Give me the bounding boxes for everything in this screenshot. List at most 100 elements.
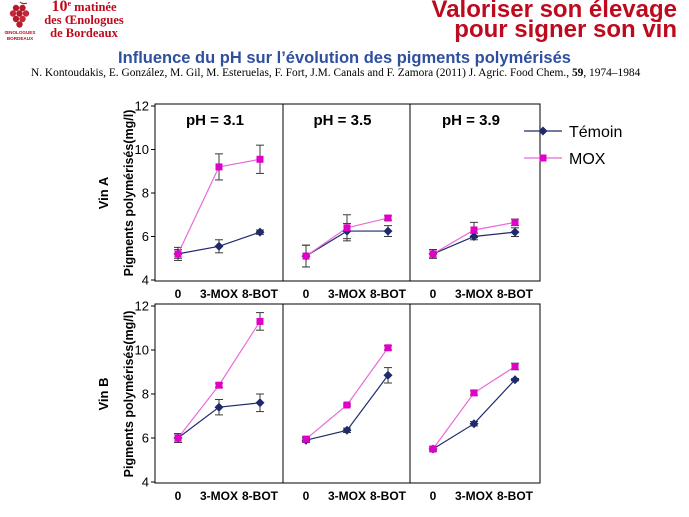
- event-title-line3: de Bordeaux: [50, 25, 118, 40]
- citation: N. Kontoudakis, E. González, M. Gil, M. …: [31, 67, 640, 80]
- x-tick-label: 8-BOT: [497, 489, 534, 503]
- y-tick-label: 8: [142, 186, 149, 201]
- data-point-mox-vin-a-ph-3-1-0: [174, 250, 182, 258]
- panel-frame-vin-b-ph-3-9: [409, 303, 541, 484]
- legend-marker-mox: [539, 154, 547, 162]
- row-label-vin-a: Vin A: [96, 176, 111, 209]
- data-point-temoin-vin-b-ph-3-1-8-bot: [255, 398, 265, 408]
- data-point-mox-vin-b-ph-3-5-8-bot: [384, 344, 392, 352]
- y-tick-label: 10: [135, 343, 149, 358]
- data-point-temoin-vin-b-ph-3-5-8-bot: [383, 370, 393, 380]
- data-point-temoin-vin-b-ph-3-9-3-mox: [469, 419, 479, 429]
- event-ordinal: e: [67, 0, 72, 8]
- event-title-line2: des Œnologues: [44, 12, 124, 27]
- y-axis-label: Pigments polymérisés(mg/l): [122, 311, 136, 478]
- x-tick-label: 0: [430, 489, 437, 503]
- column-header-ph-3-5: pH = 3.5: [314, 112, 372, 129]
- panel-vin-a-ph-3-9: [428, 218, 520, 259]
- row-label-vin-b: Vin B: [96, 378, 111, 411]
- column-header-ph-3-9: pH = 3.9: [442, 112, 500, 129]
- legend-item-mox: MOX: [524, 151, 606, 168]
- data-point-mox-vin-a-ph-3-5-3-mox: [343, 224, 351, 232]
- x-tick-label: 3-MOX: [328, 489, 366, 503]
- citation-volume: 59: [571, 67, 584, 79]
- legend-item-temoin: Témoin: [524, 124, 622, 141]
- legend-marker-temoin: [538, 126, 548, 136]
- data-point-temoin-vin-a-ph-3-9-3-mox: [469, 232, 479, 241]
- citation-pages: , 1974–1984: [583, 67, 641, 79]
- data-point-mox-vin-b-ph-3-1-0: [174, 434, 182, 442]
- x-tick-label: 8-BOT: [370, 287, 407, 301]
- x-tick-label: 3-MOX: [200, 287, 238, 301]
- slide-title: Influence du pH sur l’évolution des pigm…: [118, 49, 571, 67]
- data-point-mox-vin-a-ph-3-9-3-mox: [470, 226, 478, 234]
- data-point-mox-vin-a-ph-3-9-8-bot: [511, 218, 519, 226]
- x-tick-label: 3-MOX: [200, 489, 238, 503]
- data-point-mox-vin-b-ph-3-9-8-bot: [511, 363, 519, 370]
- tagline-line1: Valoriser son élevage: [431, 0, 677, 23]
- citation-authors: N. Kontoudakis, E. González, M. Gil, M. …: [31, 67, 572, 79]
- event-number: 10: [51, 0, 68, 15]
- data-point-mox-vin-a-ph-3-9-0: [429, 250, 437, 258]
- panel-vin-a-ph-3-5: [301, 214, 393, 268]
- data-point-mox-vin-b-ph-3-1-8-bot: [256, 317, 264, 325]
- legend: Témoin MOX: [524, 124, 622, 168]
- data-point-temoin-vin-b-ph-3-5-3-mox: [342, 425, 352, 435]
- column-header-ph-3-1: pH = 3.1: [186, 112, 244, 129]
- x-tick-label: 8-BOT: [497, 287, 534, 301]
- event-title-line1: 10e matinée: [38, 0, 130, 15]
- data-point-mox-vin-a-ph-3-5-8-bot: [384, 214, 392, 222]
- x-tick-label: 8-BOT: [242, 287, 279, 301]
- data-point-mox-vin-b-ph-3-1-3-mox: [215, 381, 223, 389]
- x-tick-label: 8-BOT: [242, 489, 279, 503]
- tagline-line2: pour signer son vin: [454, 15, 677, 43]
- x-tick-label: 3-MOX: [455, 489, 493, 503]
- logo-text-line1: ŒNOLOGUES: [5, 30, 36, 35]
- x-tick-label: 8-BOT: [370, 489, 407, 503]
- data-point-temoin-vin-a-ph-3-1-3-mox: [214, 241, 224, 251]
- y-tick-label: 8: [142, 387, 149, 402]
- oenologues-logo: ŒNOLOGUES BORDEAUX: [3, 1, 37, 43]
- panel-vin-b-ph-3-9: [428, 362, 520, 454]
- data-point-mox-vin-a-ph-3-1-8-bot: [256, 155, 264, 163]
- legend-label-temoin: Témoin: [569, 124, 622, 141]
- panel-vin-a-ph-3-1: [173, 144, 265, 261]
- x-tick-label: 3-MOX: [328, 287, 366, 301]
- data-point-mox-vin-a-ph-3-5-0: [302, 252, 310, 260]
- tagline: Valoriser son élevage pour signer son vi…: [431, 0, 677, 43]
- data-point-temoin-vin-a-ph-3-5-8-bot: [383, 226, 393, 236]
- data-point-temoin-vin-a-ph-3-9-8-bot: [510, 227, 520, 237]
- data-point-mox-vin-b-ph-3-5-0: [302, 435, 310, 443]
- series-line-mox-vin-b-ph-3-9: [432, 365, 516, 450]
- y-tick-label: 4: [142, 273, 149, 288]
- x-tick-label: 0: [175, 489, 182, 503]
- data-point-temoin-vin-b-ph-3-1-3-mox: [214, 402, 224, 412]
- data-point-temoin-vin-a-ph-3-1-8-bot: [255, 227, 265, 237]
- x-tick-label: 3-MOX: [455, 287, 493, 301]
- panel-frame-vin-a-ph-3-5: [282, 103, 411, 282]
- data-point-mox-vin-b-ph-3-5-3-mox: [343, 401, 351, 409]
- y-tick-label: 12: [135, 99, 149, 114]
- event-title: 10e matinée des Œnologues de Bordeaux: [38, 0, 130, 40]
- series-line-mox-vin-b-ph-3-5: [305, 347, 389, 440]
- y-tick-label: 6: [142, 229, 149, 244]
- panel-frame-vin-b-ph-3-5: [282, 303, 411, 484]
- panel-vin-b-ph-3-5: [301, 344, 393, 445]
- series-line-mox-vin-b-ph-3-1: [177, 321, 261, 439]
- y-tick-label: 12: [135, 299, 149, 314]
- x-tick-label: 0: [303, 287, 310, 301]
- legend-label-mox: MOX: [569, 151, 606, 168]
- logo-text-line2: BORDEAUX: [7, 36, 34, 41]
- data-point-temoin-vin-b-ph-3-9-8-bot: [510, 375, 520, 385]
- y-tick-label: 6: [142, 431, 149, 446]
- data-point-mox-vin-b-ph-3-9-0: [429, 445, 437, 453]
- grapes-icon: ŒNOLOGUES BORDEAUX: [5, 1, 36, 41]
- x-tick-label: 0: [430, 287, 437, 301]
- x-tick-label: 0: [303, 489, 310, 503]
- x-tick-label: 0: [175, 287, 182, 301]
- panel-frame-vin-a-ph-3-9: [409, 103, 541, 282]
- event-word: matinée: [71, 0, 117, 14]
- y-tick-label: 10: [135, 142, 149, 157]
- y-axis-label: Pigments polymérisés(mg/l): [122, 110, 136, 277]
